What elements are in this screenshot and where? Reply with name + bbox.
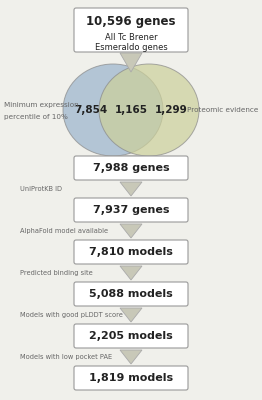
Polygon shape [120, 156, 142, 174]
Text: 2,205 models: 2,205 models [89, 331, 173, 341]
Text: 5,088 models: 5,088 models [89, 289, 173, 299]
Text: Proteomic evidence: Proteomic evidence [187, 107, 258, 113]
FancyBboxPatch shape [74, 198, 188, 222]
Ellipse shape [99, 64, 199, 156]
Text: Esmeraldo genes: Esmeraldo genes [95, 42, 167, 52]
Text: All Tc Brener: All Tc Brener [105, 32, 157, 42]
FancyBboxPatch shape [74, 8, 188, 52]
Text: 1,165: 1,165 [114, 105, 148, 115]
Text: AlphaFold model available: AlphaFold model available [20, 228, 108, 234]
Text: 7,854: 7,854 [74, 105, 108, 115]
FancyBboxPatch shape [74, 324, 188, 348]
FancyBboxPatch shape [74, 366, 188, 390]
Polygon shape [120, 308, 142, 322]
Text: 7,810 models: 7,810 models [89, 247, 173, 257]
Text: Predicted binding site: Predicted binding site [20, 270, 93, 276]
Text: 7,988 genes: 7,988 genes [93, 163, 169, 173]
FancyBboxPatch shape [74, 156, 188, 180]
Text: 1,299: 1,299 [155, 105, 187, 115]
Polygon shape [120, 182, 142, 196]
Text: Models with good pLDDT score: Models with good pLDDT score [20, 312, 123, 318]
Polygon shape [120, 53, 142, 72]
FancyBboxPatch shape [74, 282, 188, 306]
Text: 7,937 genes: 7,937 genes [93, 205, 169, 215]
Polygon shape [120, 224, 142, 238]
FancyBboxPatch shape [74, 240, 188, 264]
Text: Minimum expression: Minimum expression [4, 102, 79, 108]
Ellipse shape [63, 64, 163, 156]
Text: Models with low pocket PAE: Models with low pocket PAE [20, 354, 112, 360]
Text: UniProtKB ID: UniProtKB ID [20, 186, 62, 192]
Polygon shape [120, 350, 142, 364]
Polygon shape [120, 266, 142, 280]
Text: percentile of 10%: percentile of 10% [4, 114, 68, 120]
Text: 10,596 genes: 10,596 genes [86, 16, 176, 28]
Text: 1,819 models: 1,819 models [89, 373, 173, 383]
